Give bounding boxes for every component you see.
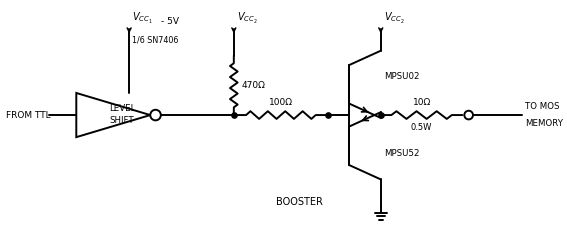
Text: $V_{CC_2}$: $V_{CC_2}$ (236, 11, 257, 26)
Text: 0.5W: 0.5W (411, 123, 432, 132)
Text: $V_{CC_2}$: $V_{CC_2}$ (384, 11, 404, 26)
Text: TO MOS: TO MOS (525, 102, 559, 111)
Text: 1/6 SN7406: 1/6 SN7406 (132, 35, 179, 44)
Text: LEVEL: LEVEL (109, 104, 135, 113)
Text: MEMORY: MEMORY (525, 119, 563, 128)
Text: MPSU02: MPSU02 (384, 72, 419, 81)
Text: 470Ω: 470Ω (242, 81, 265, 90)
Text: 10Ω: 10Ω (412, 98, 431, 107)
Text: FROM TTL: FROM TTL (6, 111, 51, 120)
Text: MPSU52: MPSU52 (384, 149, 419, 158)
Text: - 5V: - 5V (161, 17, 179, 26)
Text: 100Ω: 100Ω (269, 98, 293, 107)
Text: BOOSTER: BOOSTER (276, 197, 323, 207)
Text: SHIFT: SHIFT (109, 116, 134, 125)
Text: $V_{CC_1}$: $V_{CC_1}$ (132, 11, 153, 26)
